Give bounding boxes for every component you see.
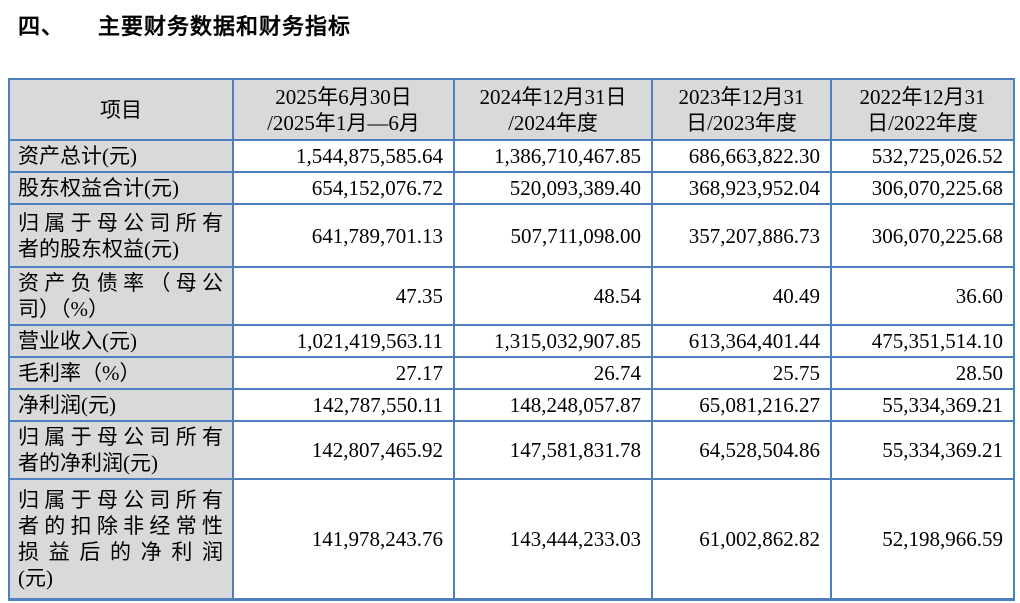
row-label-line: 损益后的净利润 — [18, 539, 223, 564]
header-cell-line: 2023年12月31 — [678, 84, 805, 109]
value-cell: 47.35 — [232, 266, 455, 326]
row-label-line: 者的扣除非经常性 — [18, 513, 223, 538]
value-cell: 613,364,401.44 — [651, 324, 832, 358]
value-cell: 357,207,886.73 — [651, 203, 832, 268]
row-label-line: 营业收入(元) — [18, 329, 137, 353]
section-number: 四、 — [18, 14, 65, 39]
table-row: 股东权益合计(元) 654,152,076.72 520,093,389.40 368… — [8, 171, 1015, 205]
value-cell: 36.60 — [830, 266, 1015, 326]
value-cell: 48.54 — [453, 266, 653, 326]
value-cell: 28.50 — [830, 356, 1015, 390]
value-cell: 475,351,514.10 — [830, 324, 1015, 358]
row-label-line: 股东权益合计(元) — [18, 176, 179, 200]
header-row: 项目 2025年6月30日/2025年1月—6月 2024年12月31日/2024年… — [8, 78, 1015, 141]
table-row: 归属于母公司所有 者的股东权益(元) 641,789,701.13 507,711,0… — [8, 203, 1015, 268]
table-body: 资产总计(元) 1,544,875,585.64 1,386,710,467.85 6… — [8, 139, 1015, 600]
table-row: 净利润(元) 142,787,550.11 148,248,057.87 65,081… — [8, 388, 1015, 422]
table-row: 资产负债率（母公 司）（%） 47.35 48.54 40.49 36.60 — [8, 266, 1015, 326]
row-label-line: (元) — [18, 565, 53, 590]
value-cell: 65,081,216.27 — [651, 388, 832, 422]
header-cell-item: 项目 — [8, 78, 234, 141]
value-cell: 55,334,369.21 — [830, 420, 1015, 480]
value-cell: 27.17 — [232, 356, 455, 390]
row-label-line: 司）（%） — [18, 297, 109, 321]
value-cell: 143,444,233.03 — [453, 478, 653, 600]
value-cell: 686,663,822.30 — [651, 139, 832, 173]
value-cell: 1,544,875,585.64 — [232, 139, 455, 173]
row-label-cell: 营业收入(元) — [8, 324, 234, 358]
table-row: 营业收入(元) 1,021,419,563.11 1,315,032,907.85 6… — [8, 324, 1015, 358]
table-header: 项目 2025年6月30日/2025年1月—6月 2024年12月31日/2024年… — [8, 78, 1015, 141]
header-cell-line: 2024年12月31日 — [479, 84, 627, 109]
value-cell: 368,923,952.04 — [651, 171, 832, 205]
table-row: 归属于母公司所有 者的扣除非经常性 损益后的净利润 (元) 141,978,243.76… — [8, 478, 1015, 600]
value-cell: 40.49 — [651, 266, 832, 326]
row-label-cell: 资产负债率（母公 司）（%） — [8, 266, 234, 326]
row-label-cell: 归属于母公司所有 者的净利润(元) — [8, 420, 234, 480]
value-cell: 520,093,389.40 — [453, 171, 653, 205]
value-cell: 532,725,026.52 — [830, 139, 1015, 173]
value-cell: 306,070,225.68 — [830, 203, 1015, 268]
header-cell-period: 2024年12月31日/2024年度 — [453, 78, 653, 141]
header-cell-line: 2022年12月31 — [859, 84, 986, 109]
value-cell: 61,002,862.82 — [651, 478, 832, 600]
row-label-cell: 资产总计(元) — [8, 139, 234, 173]
financial-data-table: 项目 2025年6月30日/2025年1月—6月 2024年12月31日/2024年… — [8, 78, 1015, 601]
section-title: 四、 主要财务数据和财务指标 — [18, 9, 351, 41]
value-cell: 148,248,057.87 — [453, 388, 653, 422]
row-label-cell: 归属于母公司所有 者的股东权益(元) — [8, 203, 234, 268]
value-cell: 25.75 — [651, 356, 832, 390]
row-label-cell: 股东权益合计(元) — [8, 171, 234, 205]
row-label-line: 归属于母公司所有 — [18, 210, 223, 235]
row-label-line: 归属于母公司所有 — [18, 487, 223, 512]
value-cell: 1,386,710,467.85 — [453, 139, 653, 173]
value-cell: 26.74 — [453, 356, 653, 390]
value-cell: 55,334,369.21 — [830, 388, 1015, 422]
header-cell-line: 日/2022年度 — [867, 110, 978, 135]
row-label-line: 者的净利润(元) — [18, 451, 158, 475]
header-cell-line: /2024年度 — [508, 110, 598, 135]
value-cell: 1,021,419,563.11 — [232, 324, 455, 358]
row-label-line: 毛利率（%） — [18, 361, 141, 385]
value-cell: 142,787,550.11 — [232, 388, 455, 422]
table-row: 资产总计(元) 1,544,875,585.64 1,386,710,467.85 6… — [8, 139, 1015, 173]
header-cell-line: 日/2023年度 — [686, 110, 797, 135]
header-cell-line: /2025年1月—6月 — [267, 110, 420, 135]
value-cell: 306,070,225.68 — [830, 171, 1015, 205]
row-label-cell: 净利润(元) — [8, 388, 234, 422]
row-label-line: 资产总计(元) — [18, 144, 137, 168]
row-label-line: 净利润(元) — [18, 393, 116, 417]
header-cell-line: 项目 — [100, 97, 142, 122]
value-cell: 654,152,076.72 — [232, 171, 455, 205]
row-label-line: 者的股东权益(元) — [18, 236, 179, 261]
value-cell: 141,978,243.76 — [232, 478, 455, 600]
header-cell-period: 2022年12月31 日/2022年度 — [830, 78, 1015, 141]
row-label-line: 归属于母公司所有 — [18, 425, 223, 449]
value-cell: 52,198,966.59 — [830, 478, 1015, 600]
row-label-line: 资产负债率（母公 — [18, 271, 223, 295]
row-label-cell: 毛利率（%） — [8, 356, 234, 390]
value-cell: 1,315,032,907.85 — [453, 324, 653, 358]
value-cell: 64,528,504.86 — [651, 420, 832, 480]
table-row: 归属于母公司所有 者的净利润(元) 142,807,465.92 147,581,83… — [8, 420, 1015, 480]
value-cell: 142,807,465.92 — [232, 420, 455, 480]
section-title-text: 主要财务数据和财务指标 — [98, 14, 352, 39]
value-cell: 507,711,098.00 — [453, 203, 653, 268]
value-cell: 147,581,831.78 — [453, 420, 653, 480]
table-row: 毛利率（%） 27.17 26.74 25.75 28.50 — [8, 356, 1015, 390]
value-cell: 641,789,701.13 — [232, 203, 455, 268]
header-cell-period: 2025年6月30日/2025年1月—6月 — [232, 78, 455, 141]
header-cell-line: 2025年6月30日 — [275, 84, 412, 109]
header-cell-period: 2023年12月31 日/2023年度 — [651, 78, 832, 141]
row-label-cell: 归属于母公司所有 者的扣除非经常性 损益后的净利润 (元) — [8, 478, 234, 600]
